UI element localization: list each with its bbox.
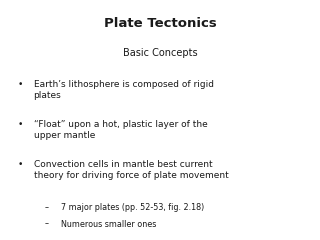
Text: •: • — [18, 80, 23, 89]
Text: “Float” upon a hot, plastic layer of the
upper mantle: “Float” upon a hot, plastic layer of the… — [34, 120, 207, 140]
Text: •: • — [18, 120, 23, 129]
Text: 7 major plates (pp. 52-53, fig. 2.18): 7 major plates (pp. 52-53, fig. 2.18) — [61, 203, 204, 212]
Text: Earth’s lithosphere is composed of rigid
plates: Earth’s lithosphere is composed of rigid… — [34, 80, 214, 101]
Text: Convection cells in mantle best current
theory for driving force of plate moveme: Convection cells in mantle best current … — [34, 160, 228, 180]
Text: –: – — [45, 203, 49, 212]
Text: –: – — [45, 220, 49, 228]
Text: Basic Concepts: Basic Concepts — [123, 48, 197, 58]
Text: Numerous smaller ones: Numerous smaller ones — [61, 220, 156, 228]
Text: •: • — [18, 160, 23, 168]
Text: Plate Tectonics: Plate Tectonics — [104, 17, 216, 30]
